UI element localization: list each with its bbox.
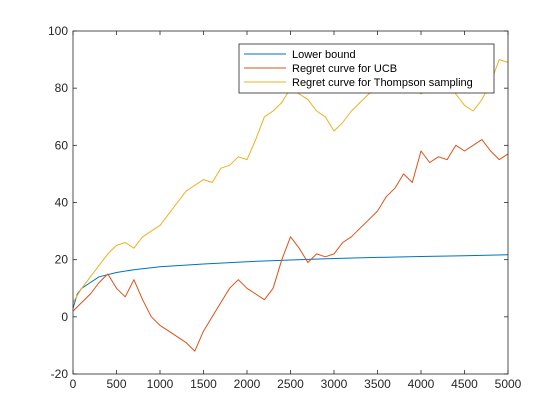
x-tick-label: 4500 [451, 377, 478, 391]
legend-label-lower-bound: Lower bound [292, 49, 356, 61]
x-tick-label: 4000 [408, 377, 435, 391]
x-tick-label: 1000 [147, 377, 174, 391]
tick-layer: 0 500 1000 1500 2000 2500 3000 3500 4000 4500 5000… [48, 24, 522, 391]
x-tick-label: 3500 [364, 377, 391, 391]
x-tick-label: 1500 [190, 377, 217, 391]
y-tick-label: 40 [55, 196, 69, 210]
legend: Lower bound Regret curve for UCB Regret … [238, 43, 495, 94]
x-tick-label: 0 [70, 377, 77, 391]
x-tick-label: 5000 [495, 377, 522, 391]
legend-label-thompson: Regret curve for Thompson sampling [292, 77, 473, 89]
y-tick-label: 100 [48, 24, 68, 38]
legend-label-ucb: Regret curve for UCB [292, 63, 397, 75]
y-tick-label: 0 [61, 310, 68, 324]
x-tick-label: 2000 [234, 377, 261, 391]
y-tick-label: 20 [55, 253, 69, 267]
series-line-regret-curve-for-ucb [72, 139, 509, 352]
x-tick-label: 2500 [277, 377, 304, 391]
y-tick-label: 80 [55, 81, 69, 95]
series-line-lower-bound [72, 254, 509, 309]
x-tick-label: 500 [106, 377, 126, 391]
x-tick-label: 3000 [321, 377, 348, 391]
y-tick-label: -20 [51, 367, 69, 381]
y-tick-label: 60 [55, 138, 69, 152]
